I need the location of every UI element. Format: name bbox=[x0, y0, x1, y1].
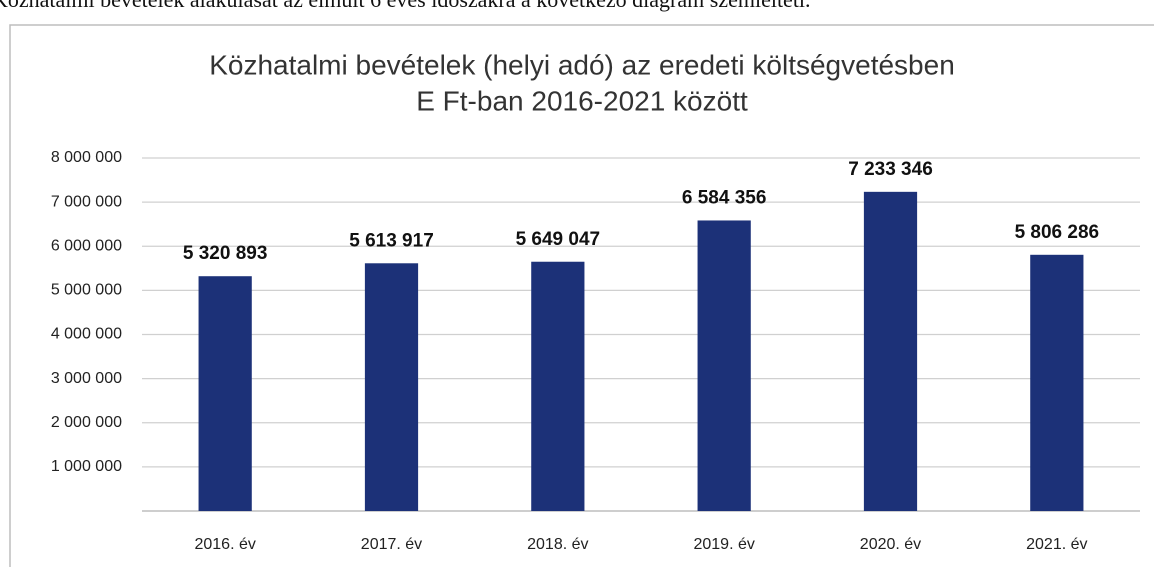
data-label: 5 806 286 bbox=[1015, 222, 1100, 243]
data-label: 5 613 917 bbox=[349, 230, 434, 251]
data-label: 5 320 893 bbox=[183, 243, 268, 264]
y-tick-label: 5 000 000 bbox=[51, 282, 122, 299]
x-tick-label: 2019. év bbox=[693, 536, 754, 553]
x-tick-label: 2018. év bbox=[527, 536, 588, 553]
data-label: 7 233 346 bbox=[848, 159, 933, 180]
bar bbox=[697, 220, 751, 512]
x-tick-label: 2016. év bbox=[194, 536, 255, 553]
y-tick-label: 2 000 000 bbox=[51, 414, 122, 431]
x-tick-label: 2021. év bbox=[1026, 536, 1087, 553]
data-label: 5 649 047 bbox=[516, 229, 601, 250]
bar bbox=[531, 261, 585, 511]
bar bbox=[364, 263, 419, 511]
y-tick-label: 1 000 000 bbox=[51, 458, 122, 475]
x-tick-label: 2020. év bbox=[860, 536, 921, 553]
chart-title: E Ft-ban 2016-2021 között bbox=[416, 85, 748, 116]
chart-title: Közhatalmi bevételek (helyi adó) az ered… bbox=[209, 49, 955, 80]
y-tick-label: 8 000 000 bbox=[51, 149, 122, 166]
y-tick-label: 6 000 000 bbox=[51, 237, 122, 254]
data-label: 6 584 356 bbox=[682, 187, 767, 208]
y-tick-label: 7 000 000 bbox=[51, 193, 122, 210]
bar bbox=[198, 276, 252, 511]
y-tick-label: 3 000 000 bbox=[51, 370, 122, 387]
bar bbox=[1030, 254, 1084, 512]
x-tick-label: 2017. év bbox=[361, 536, 422, 553]
bar bbox=[863, 191, 918, 511]
caption: Közhatalmi bevételek alakulását az elmúl… bbox=[0, 0, 811, 12]
y-tick-label: 4 000 000 bbox=[51, 326, 122, 343]
